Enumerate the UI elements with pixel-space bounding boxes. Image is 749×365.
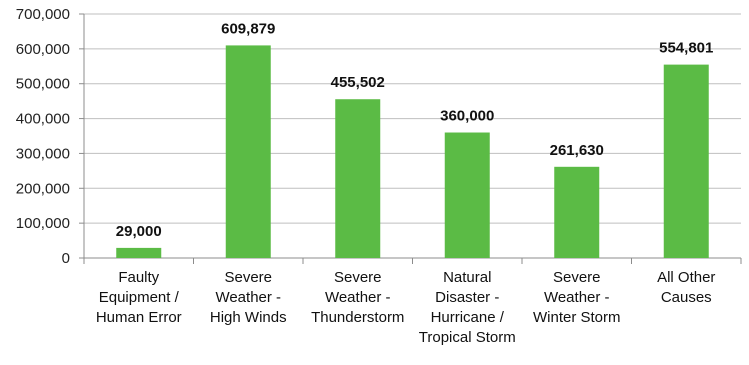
x-category-label: Natural Disaster -Hurricane / Tropical Sto…: [419, 269, 516, 346]
data-label: 609,879: [221, 20, 275, 37]
data-label: 554,801: [659, 40, 713, 57]
y-tick-label: 400,000: [16, 111, 70, 128]
data-label: 360,000: [440, 108, 494, 125]
bar: [335, 99, 381, 259]
bar: [554, 166, 600, 258]
y-tick-label: 200,000: [16, 180, 70, 197]
gridlines: [84, 13, 741, 224]
bar: [444, 132, 490, 258]
y-tick-label: 300,000: [16, 145, 70, 162]
y-tick-label: 500,000: [16, 76, 70, 93]
data-labels: 29,000 609,879 455,502 360,000 261,630 554,80…: [116, 20, 714, 239]
bars: [116, 45, 709, 259]
y-tick-label: 600,000: [16, 41, 70, 58]
x-category-label: All Other Causes: [657, 269, 715, 306]
x-axis-categories: Faulty Equipment / Human Error Severe Weathe…: [96, 269, 716, 346]
x-category-label: Severe Weather -Thunderstorm: [311, 269, 404, 326]
axes: [79, 13, 742, 264]
bar: [116, 247, 162, 258]
y-tick-label: 100,000: [16, 215, 70, 232]
y-tick-label: 0: [62, 250, 70, 267]
y-axis-ticks: 0 100,000 200,000 300,000 400,000 500,000 600,…: [16, 6, 70, 267]
x-category-label: Faulty Equipment / Human Error: [96, 269, 182, 326]
x-category-label: Severe Weather -High Winds: [210, 269, 287, 326]
x-category-label: Severe Weather -Winter Storm: [533, 269, 621, 326]
bar: [663, 64, 709, 259]
y-tick-label: 700,000: [16, 6, 70, 23]
data-label: 261,630: [550, 142, 604, 159]
data-label: 29,000: [116, 223, 162, 240]
data-label: 455,502: [331, 74, 385, 91]
bar: [225, 45, 271, 258]
